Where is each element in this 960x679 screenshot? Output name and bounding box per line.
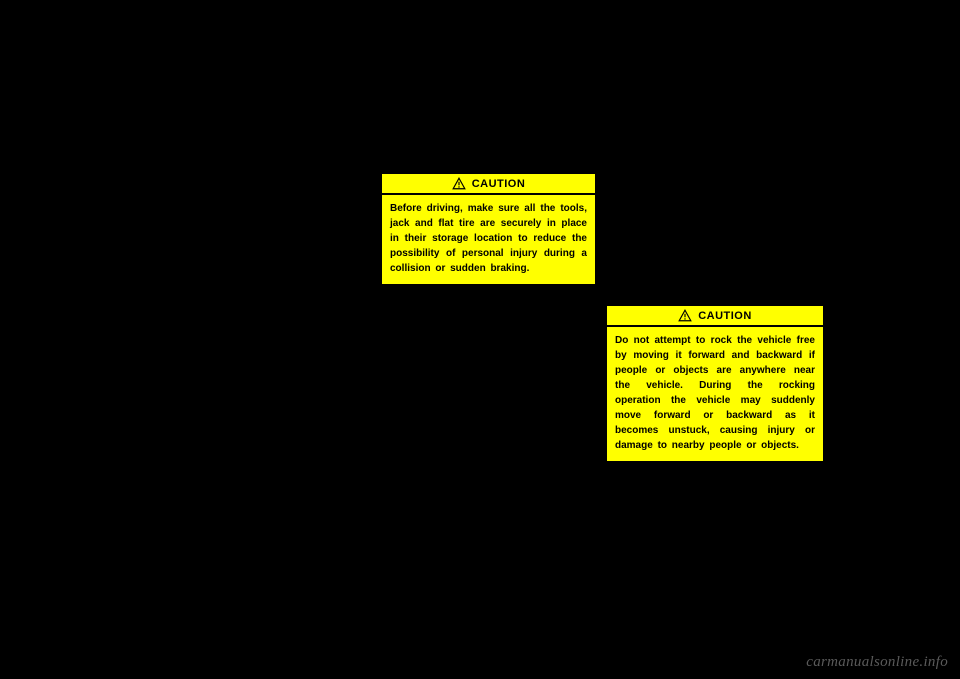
warning-triangle-icon bbox=[452, 177, 466, 190]
caution-body-text: Before driving, make sure all the tools,… bbox=[382, 195, 595, 284]
caution-title: CAUTION bbox=[472, 178, 526, 190]
watermark-text: carmanualsonline.info bbox=[806, 654, 948, 671]
warning-triangle-icon bbox=[678, 309, 692, 322]
caution-title: CAUTION bbox=[698, 310, 752, 322]
caution-header: CAUTION bbox=[607, 306, 823, 327]
caution-box-tools: CAUTION Before driving, make sure all th… bbox=[380, 172, 597, 286]
caution-body-text: Do not attempt to rock the vehicle free … bbox=[607, 327, 823, 461]
caution-box-rocking: CAUTION Do not attempt to rock the vehic… bbox=[605, 304, 825, 463]
caution-header: CAUTION bbox=[382, 174, 595, 195]
